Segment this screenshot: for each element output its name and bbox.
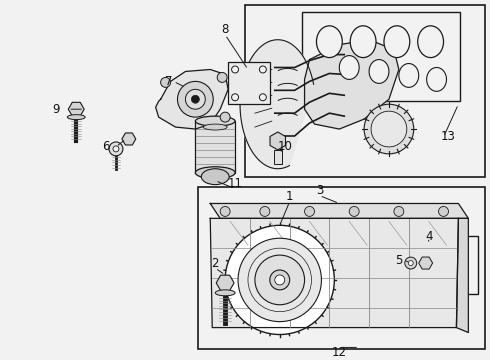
Ellipse shape	[196, 116, 235, 126]
Bar	[196, 121, 235, 173]
Circle shape	[238, 238, 321, 321]
Circle shape	[232, 66, 239, 73]
Circle shape	[259, 66, 267, 73]
Polygon shape	[156, 69, 228, 129]
Bar	[228, 62, 270, 104]
Circle shape	[220, 207, 230, 216]
Text: 7: 7	[165, 75, 172, 88]
Ellipse shape	[339, 55, 359, 80]
Circle shape	[371, 111, 407, 147]
Circle shape	[439, 207, 448, 216]
Circle shape	[220, 112, 230, 122]
Circle shape	[364, 104, 414, 154]
Ellipse shape	[399, 63, 419, 87]
Text: 8: 8	[221, 23, 229, 36]
Bar	[198, 186, 485, 350]
Polygon shape	[240, 40, 314, 169]
Text: 2: 2	[212, 257, 219, 270]
Text: 13: 13	[441, 130, 456, 144]
Ellipse shape	[201, 169, 229, 185]
Ellipse shape	[67, 114, 85, 120]
Ellipse shape	[203, 124, 227, 130]
Circle shape	[275, 275, 285, 285]
Text: 10: 10	[277, 140, 292, 153]
Text: 3: 3	[316, 184, 323, 197]
Circle shape	[260, 207, 270, 216]
Circle shape	[255, 255, 305, 305]
Bar	[245, 5, 485, 177]
Bar	[384, 236, 478, 294]
Ellipse shape	[350, 26, 376, 58]
Circle shape	[217, 72, 227, 82]
Circle shape	[405, 257, 416, 269]
Text: 12: 12	[332, 346, 347, 359]
Ellipse shape	[215, 290, 235, 296]
Ellipse shape	[427, 67, 446, 91]
Ellipse shape	[417, 26, 443, 58]
Circle shape	[349, 207, 359, 216]
Circle shape	[408, 261, 413, 266]
Circle shape	[232, 94, 239, 101]
Ellipse shape	[384, 26, 410, 58]
Circle shape	[113, 146, 119, 152]
Text: 11: 11	[227, 177, 243, 190]
Circle shape	[161, 77, 171, 87]
Polygon shape	[210, 219, 459, 328]
Ellipse shape	[369, 59, 389, 84]
Circle shape	[109, 142, 123, 156]
Circle shape	[185, 89, 205, 109]
Text: 1: 1	[286, 190, 294, 203]
Text: 4: 4	[425, 230, 432, 243]
Circle shape	[177, 81, 213, 117]
Circle shape	[270, 270, 290, 290]
Circle shape	[305, 207, 315, 216]
Circle shape	[259, 94, 267, 101]
Circle shape	[225, 225, 334, 334]
Bar	[301, 12, 461, 101]
Text: 5: 5	[395, 253, 403, 266]
Circle shape	[394, 207, 404, 216]
Polygon shape	[456, 219, 468, 333]
Ellipse shape	[196, 167, 235, 179]
Polygon shape	[305, 40, 399, 129]
Text: 9: 9	[52, 103, 60, 116]
Ellipse shape	[317, 26, 343, 58]
Circle shape	[192, 95, 199, 103]
Bar	[274, 150, 282, 164]
Polygon shape	[210, 203, 468, 219]
Text: 6: 6	[102, 140, 110, 153]
